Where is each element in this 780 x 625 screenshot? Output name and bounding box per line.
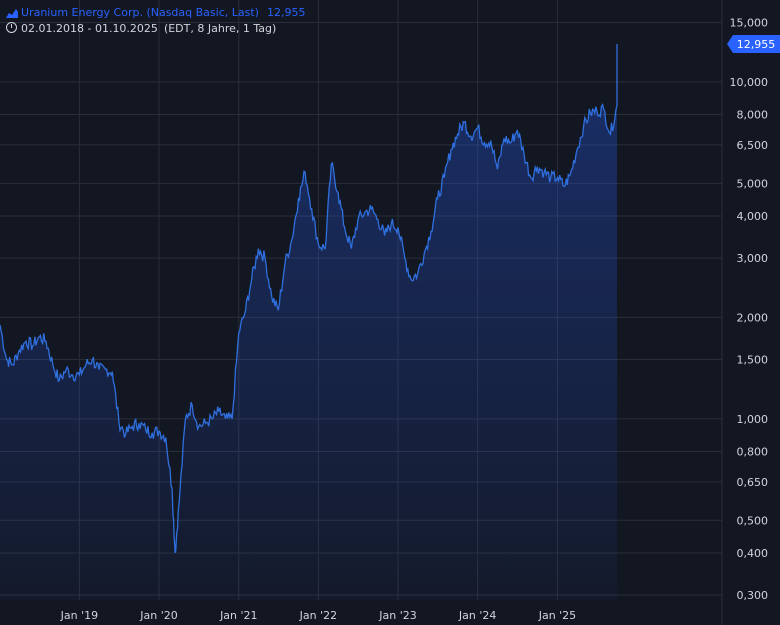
- last-price-badge-text: 12,955: [737, 38, 776, 51]
- date-range: 02.01.2018 - 01.10.2025: [21, 22, 158, 35]
- price-area-fill: [0, 44, 617, 600]
- y-tick-label: 3,000: [737, 252, 769, 265]
- last-value-text: 12,955: [266, 6, 306, 19]
- last-price-badge-shape: [727, 35, 780, 54]
- y-tick-label: 15,000: [730, 17, 769, 30]
- last-price-badge: 12,955: [727, 35, 780, 54]
- area-chart-icon: [6, 8, 18, 18]
- x-tick-label: Jan '21: [219, 609, 257, 622]
- y-tick-label: 2,000: [737, 311, 769, 324]
- y-tick-label: 6,500: [737, 139, 769, 152]
- clock-icon: [6, 22, 17, 33]
- x-tick-label: Jan '24: [458, 609, 496, 622]
- x-tick-label: Jan '19: [60, 609, 98, 622]
- y-tick-label: 0,300: [737, 589, 769, 602]
- price-line: [0, 44, 618, 554]
- x-tick-label: Jan '23: [378, 609, 416, 622]
- symbol-name: Uranium Energy Corp. (Nasdaq Basic, Last…: [21, 6, 259, 19]
- x-axis: Jan '19 Jan '20 Jan '21 Jan '22 Jan '23 Jan '…: [60, 609, 577, 622]
- y-tick-label: 8,000: [737, 109, 769, 122]
- chart-subtitle: 02.01.2018 - 01.10.2025 (EDT, 8 Jahre, 1 …: [6, 22, 276, 35]
- y-tick-label: 10,000: [730, 76, 769, 89]
- y-tick-label: 5,000: [737, 177, 769, 190]
- interval-info: (EDT, 8 Jahre, 1 Tag): [163, 22, 277, 35]
- y-tick-label: 0,400: [737, 547, 769, 560]
- y-axis: 0,300 0,400 0,500 0,650 0,800 1,000 1,500 2,000…: [730, 17, 769, 602]
- chart-title: Uranium Energy Corp. (Nasdaq Basic, Last…: [6, 6, 305, 19]
- x-tick-label: Jan '22: [299, 609, 337, 622]
- x-tick-label: Jan '20: [139, 609, 177, 622]
- y-tick-label: 0,800: [737, 446, 769, 459]
- x-tick-label: Jan '25: [538, 609, 576, 622]
- y-tick-label: 0,500: [737, 514, 769, 527]
- y-tick-label: 4,000: [737, 210, 769, 223]
- y-tick-label: 1,500: [737, 354, 769, 367]
- y-tick-label: 1,000: [737, 413, 769, 426]
- y-tick-label: 0,650: [737, 476, 769, 489]
